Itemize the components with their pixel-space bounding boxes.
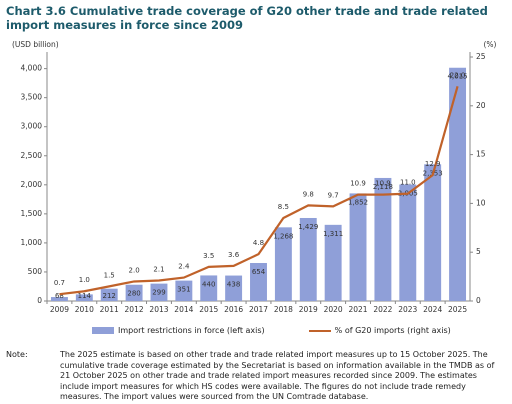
line-label: 10.9	[350, 180, 366, 188]
legend-text: % of G20 imports (right axis)	[334, 326, 451, 335]
y2-tick-label: 5	[476, 247, 481, 256]
y-tick-label: 0	[37, 296, 42, 305]
legend-item: Import restrictions in force (left axis)	[92, 326, 265, 335]
line-label: 12.9	[425, 160, 441, 168]
bar	[100, 288, 118, 301]
legend-item: % of G20 imports (right axis)	[308, 326, 451, 335]
note-text: The 2025 estimate is based on other trad…	[60, 350, 495, 401]
y2-axis-label: (%)	[484, 40, 497, 49]
line-label: 8.5	[278, 203, 289, 211]
y2-tick-label: 20	[476, 101, 486, 110]
line-label: 9.8	[303, 190, 314, 198]
bar-label: 280	[127, 290, 140, 298]
bar	[175, 280, 193, 301]
line-label: 2.1	[153, 266, 164, 274]
x-tick-label: 2019	[299, 305, 318, 314]
bar-label: 68	[55, 292, 64, 300]
x-tick-label: 2018	[274, 305, 293, 314]
x-tick-label: 2014	[174, 305, 193, 314]
note: Note: The 2025 estimate is based on othe…	[6, 350, 506, 403]
line-label: 4.8	[253, 239, 264, 247]
bar-label: 2,118	[373, 183, 393, 191]
bar-label: 1,852	[348, 198, 368, 206]
x-tick-label: 2013	[149, 305, 168, 314]
chart: (USD billion) (%) 0 500 1,000 1,500 2,000 2,5…	[12, 40, 497, 314]
x-tick-label: 2021	[348, 305, 367, 314]
x-tick-label: 2011	[100, 305, 119, 314]
bar	[125, 284, 143, 301]
bar	[250, 263, 267, 301]
line-label: 1.0	[79, 276, 90, 284]
x-tick-label: 2022	[373, 305, 392, 314]
bar	[399, 184, 417, 301]
bar-label: 351	[177, 286, 190, 294]
legend-text: Import restrictions in force (left axis)	[118, 326, 265, 335]
x-tick-label: 2020	[324, 305, 343, 314]
bar-label: 440	[202, 280, 215, 288]
line-label: 10.9	[375, 180, 391, 188]
line-label: 2.0	[129, 266, 140, 274]
bar-label: 114	[78, 292, 92, 300]
bar	[274, 227, 292, 301]
x-tick-label: 2024	[423, 305, 442, 314]
bar	[324, 224, 342, 301]
note-label: Note:	[6, 350, 28, 359]
bar	[200, 275, 218, 301]
bar-label: 4,015	[448, 73, 468, 81]
bar	[449, 67, 467, 301]
legend-swatch	[92, 327, 114, 334]
chart-title: Chart 3.6 Cumulative trade coverage of G…	[6, 4, 488, 32]
bar	[299, 217, 317, 301]
x-tick-label: 2023	[398, 305, 417, 314]
y-axis-label: (USD billion)	[12, 40, 59, 49]
bar	[424, 164, 442, 301]
bar	[75, 294, 93, 301]
y-tick-label: 500	[28, 267, 43, 276]
line-label: 2.4	[178, 263, 190, 271]
line-label: 1.5	[104, 271, 115, 279]
line	[59, 85, 459, 296]
y-tick-label: 3,500	[21, 93, 43, 102]
bar-label: 654	[252, 268, 266, 276]
x-tick-label: 2015	[199, 305, 218, 314]
x-tick-label: 2025	[448, 305, 467, 314]
bar-label: 299	[152, 289, 165, 297]
legend: Import restrictions in force (left axis)…	[92, 326, 451, 335]
line-label: 0.7	[54, 279, 65, 287]
bar-label: 1,429	[298, 223, 318, 231]
x-tick-label: 2017	[249, 305, 268, 314]
bar	[349, 193, 367, 301]
line-label: 9.7	[328, 191, 339, 199]
y-tick-label: 3,000	[21, 122, 43, 131]
y-tick-label: 2,500	[21, 151, 43, 160]
y2-tick-label: 25	[476, 52, 486, 61]
bar-label: 212	[103, 292, 116, 300]
y-tick-label: 4,000	[21, 64, 43, 73]
line-label: 11.0	[400, 179, 416, 187]
line-label: 3.6	[228, 251, 240, 259]
bar	[374, 177, 392, 301]
y2-tick-label: 10	[476, 198, 486, 207]
legend-swatch	[308, 329, 331, 332]
bar	[225, 275, 243, 301]
bar	[150, 283, 168, 301]
y-tick-label: 1,500	[21, 209, 43, 218]
x-tick-label: 2016	[224, 305, 243, 314]
x-tick-label: 2009	[50, 305, 69, 314]
bar-label: 1,268	[273, 232, 293, 240]
y2-tick-label: 0	[476, 296, 481, 305]
y-tick-label: 1,000	[21, 238, 43, 247]
bar	[50, 297, 68, 301]
line-label: 3.5	[203, 252, 214, 260]
line-label: 22.0	[450, 71, 466, 79]
y-tick-label: 2,000	[21, 180, 43, 189]
x-tick-label: 2010	[75, 305, 94, 314]
bar-label: 1,311	[323, 230, 343, 238]
x-tick-label: 2012	[125, 305, 144, 314]
y2-tick-label: 15	[476, 150, 486, 159]
bar-label: 438	[227, 281, 240, 289]
